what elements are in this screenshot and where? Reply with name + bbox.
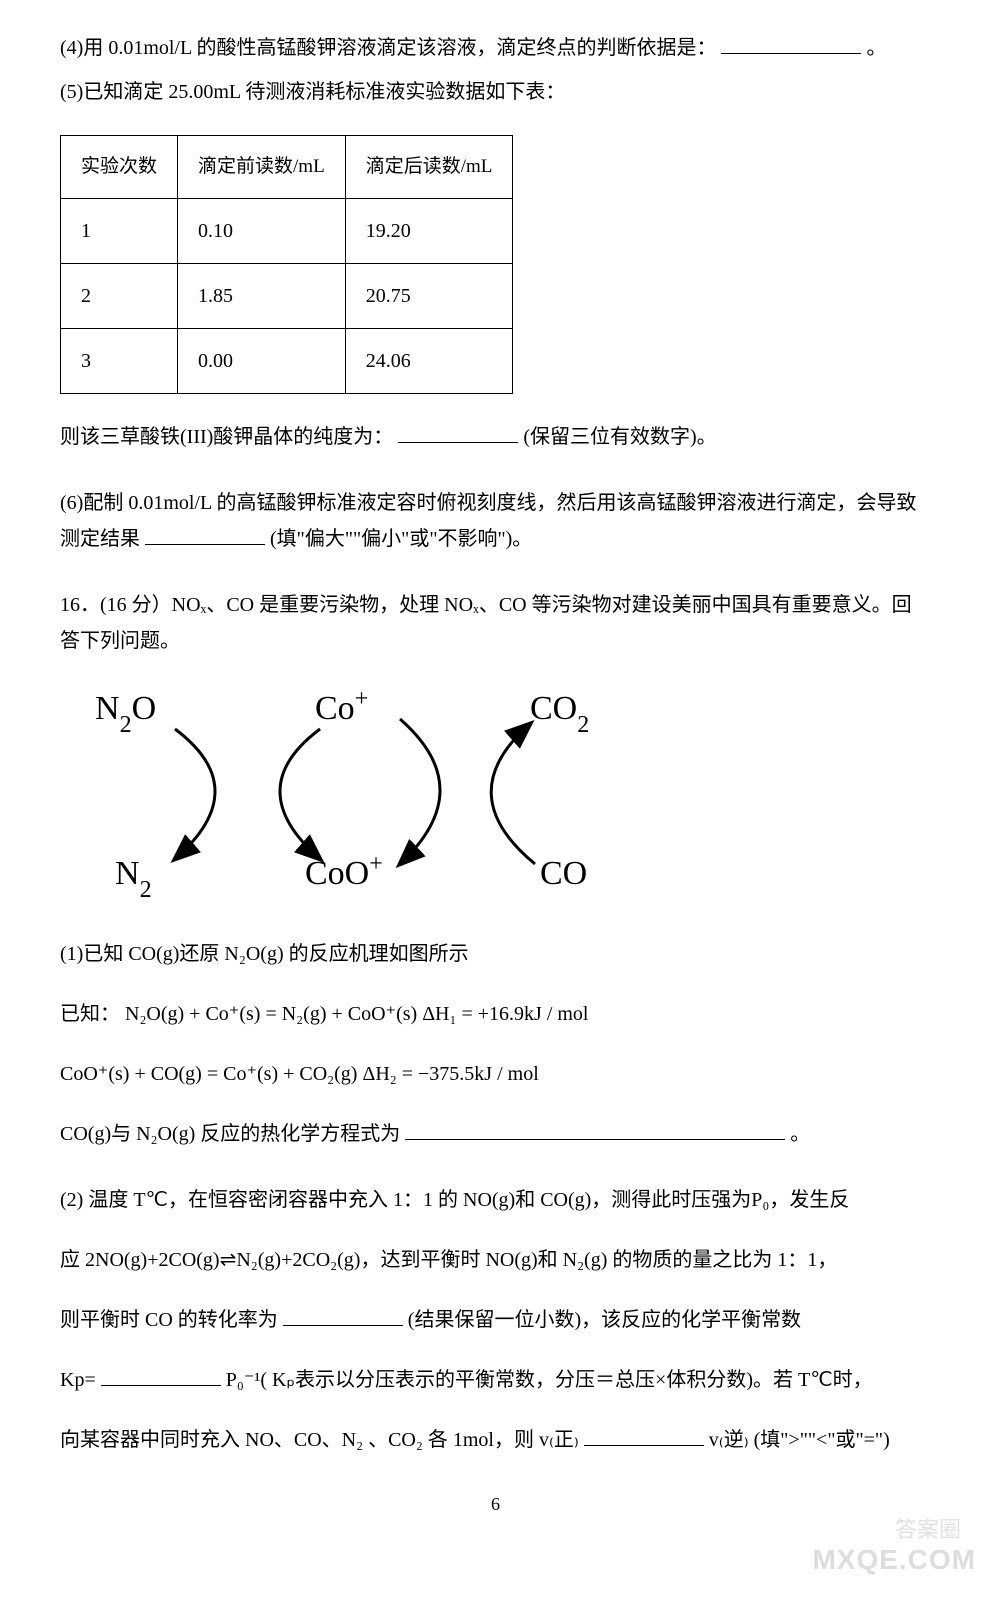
table-header: 实验次数 bbox=[61, 136, 178, 199]
question-4: (4)用 0.01mol/L 的酸性高锰酸钾溶液滴定该溶液，滴定终点的判断依据是… bbox=[60, 30, 931, 66]
q16-p2-blank1[interactable] bbox=[283, 1302, 403, 1326]
q5-after-before: 则该三草酸铁(III)酸钾晶体的纯度为： bbox=[60, 426, 393, 448]
table-cell: 1 bbox=[61, 199, 178, 264]
q4-blank[interactable] bbox=[721, 30, 861, 54]
q16-p1-blank[interactable] bbox=[405, 1116, 785, 1140]
diagram-label-n2: N2 bbox=[115, 855, 152, 899]
table-cell: 3 bbox=[61, 329, 178, 394]
table-row: 2 1.85 20.75 bbox=[61, 264, 513, 329]
titration-table: 实验次数 滴定前读数/mL 滴定后读数/mL 1 0.10 19.20 2 1.… bbox=[60, 135, 513, 394]
table-cell: 0.00 bbox=[178, 329, 346, 394]
q6-after: (填"偏大""偏小"或"不影响")。 bbox=[270, 528, 532, 550]
q16-p2-blank2[interactable] bbox=[101, 1362, 221, 1386]
q16-p2-line5: 向某容器中同时充入 NO、CO、N₂ 、CO₂ 各 1mol，则 v₍正₎ v₍… bbox=[60, 1422, 931, 1458]
table-header: 滴定前读数/mL bbox=[178, 136, 346, 199]
table-cell: 20.75 bbox=[345, 264, 513, 329]
q16-p2-line4: Kp= P₀⁻¹( Kₚ表示以分压表示的平衡常数，分压＝总压×体积分数)。若 T… bbox=[60, 1362, 931, 1398]
q16-p1-line4: CO(g)与 N₂O(g) 反应的热化学方程式为 。 bbox=[60, 1116, 931, 1152]
diagram-label-co: CO bbox=[540, 855, 587, 892]
table-row: 1 0.10 19.20 bbox=[61, 199, 513, 264]
table-cell: 1.85 bbox=[178, 264, 346, 329]
q16-p2-line5-after: v₍逆₎ (填">""<"或"=") bbox=[709, 1429, 890, 1451]
q16-p2-line3-after: (结果保留一位小数)，该反应的化学平衡常数 bbox=[408, 1309, 801, 1331]
q6-blank[interactable] bbox=[145, 521, 265, 545]
q5-blank[interactable] bbox=[398, 419, 518, 443]
q16-p2-line2: 应 2NO(g)+2CO(g)⇌N₂(g)+2CO₂(g)，达到平衡时 NO(g… bbox=[60, 1242, 931, 1278]
q16-p1-line4-before: CO(g)与 N₂O(g) 反应的热化学方程式为 bbox=[60, 1123, 400, 1145]
diagram-label-co2: CO2 bbox=[530, 690, 589, 738]
q16-p2-line4-before: Kp= bbox=[60, 1369, 96, 1391]
q16-p1-line4-after: 。 bbox=[790, 1123, 810, 1145]
diagram-label-co-plus: Co+ bbox=[315, 686, 368, 727]
q16-p1-line2: 已知： N₂O(g) + Co⁺(s) = N₂(g) + CoO⁺(s) ΔH… bbox=[60, 996, 931, 1032]
question-5-intro: (5)已知滴定 25.00mL 待测液消耗标准液实验数据如下表： bbox=[60, 74, 931, 110]
q16-p2-line5-before: 向某容器中同时充入 NO、CO、N₂ 、CO₂ 各 1mol，则 v₍正₎ bbox=[60, 1429, 579, 1451]
table-header-row: 实验次数 滴定前读数/mL 滴定后读数/mL bbox=[61, 136, 513, 199]
q4-text: (4)用 0.01mol/L 的酸性高锰酸钾溶液滴定该溶液，滴定终点的判断依据是… bbox=[60, 37, 716, 59]
q16-p2-line3: 则平衡时 CO 的转化率为 (结果保留一位小数)，该反应的化学平衡常数 bbox=[60, 1302, 931, 1338]
table-cell: 2 bbox=[61, 264, 178, 329]
q16-p1-line1: (1)已知 CO(g)还原 N₂O(g) 的反应机理如图所示 bbox=[60, 936, 931, 972]
diagram-label-n2o: N2O bbox=[95, 690, 156, 738]
q16-p2-line1: (2) 温度 T℃，在恒容密闭容器中充入 1：1 的 NO(g)和 CO(g)，… bbox=[60, 1182, 931, 1218]
table-cell: 0.10 bbox=[178, 199, 346, 264]
question-5-after: 则该三草酸铁(III)酸钾晶体的纯度为： (保留三位有效数字)。 bbox=[60, 419, 931, 455]
table-header: 滴定后读数/mL bbox=[345, 136, 513, 199]
q16-p2-line3-before: 则平衡时 CO 的转化率为 bbox=[60, 1309, 278, 1331]
q16-p2-blank3[interactable] bbox=[584, 1422, 704, 1446]
reaction-mechanism-diagram: N2O N2 Co+ CoO+ CO2 CO bbox=[60, 679, 931, 911]
table-cell: 19.20 bbox=[345, 199, 513, 264]
watermark-en: MXQE.COM bbox=[812, 1535, 976, 1585]
question-6: (6)配制 0.01mol/L 的高锰酸钾标准液定容时俯视刻度线，然后用该高锰酸… bbox=[60, 485, 931, 557]
q16-p2-line4-mid: P₀⁻¹( Kₚ表示以分压表示的平衡常数，分压＝总压×体积分数)。若 T℃时， bbox=[226, 1369, 873, 1391]
page-number: 6 bbox=[60, 1488, 931, 1520]
q4-after: 。 bbox=[866, 37, 886, 59]
question-16-intro: 16．(16 分）NOₓ、CO 是重要污染物，处理 NOₓ、CO 等污染物对建设… bbox=[60, 587, 931, 659]
table-cell: 24.06 bbox=[345, 329, 513, 394]
q16-p1-line3: CoO⁺(s) + CO(g) = Co⁺(s) + CO₂(g) ΔH₂ = … bbox=[60, 1056, 931, 1092]
table-row: 3 0.00 24.06 bbox=[61, 329, 513, 394]
q5-after-after: (保留三位有效数字)。 bbox=[523, 426, 716, 448]
